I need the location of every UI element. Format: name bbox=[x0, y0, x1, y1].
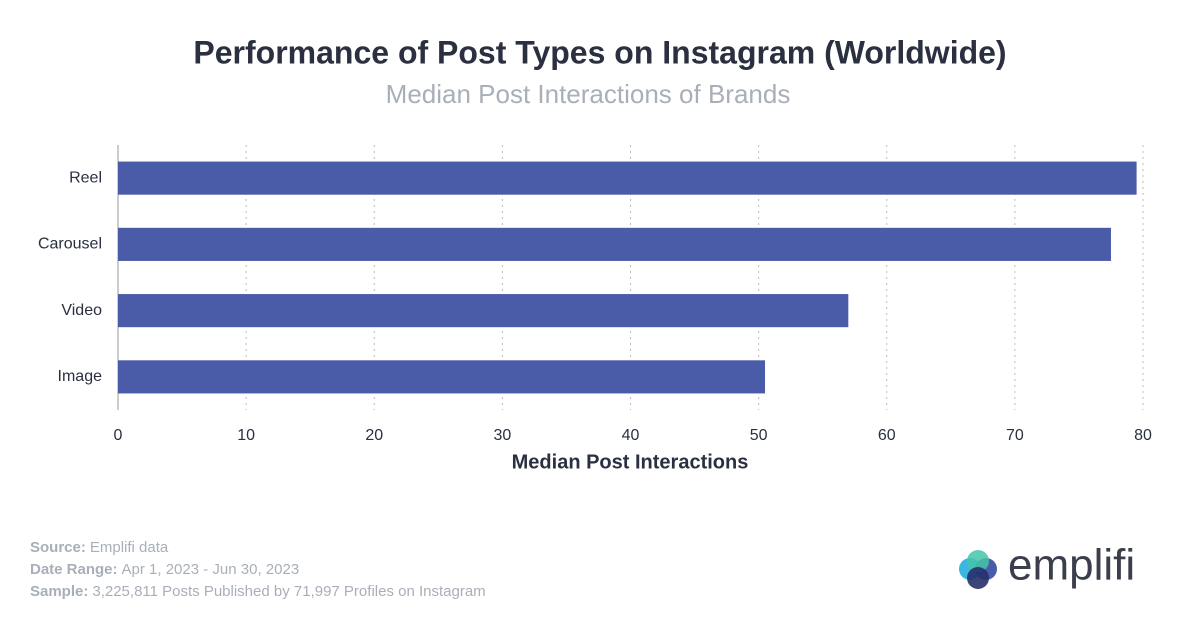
y-tick-label: Carousel bbox=[38, 236, 102, 253]
bar bbox=[118, 161, 1137, 195]
x-tick-label: 70 bbox=[1006, 427, 1024, 444]
footer-line: Date Range: Apr 1, 2023 - Jun 30, 2023 bbox=[30, 561, 299, 578]
logo-text: emplifi bbox=[1008, 541, 1135, 590]
footer-line: Source: Emplifi data bbox=[30, 539, 169, 556]
chart-subtitle: Median Post Interactions of Brands bbox=[386, 79, 791, 109]
logo-icon bbox=[967, 550, 989, 572]
y-tick-label: Video bbox=[61, 302, 102, 319]
footer-text: Apr 1, 2023 - Jun 30, 2023 bbox=[122, 561, 300, 578]
footer-label: Date Range: bbox=[30, 561, 118, 578]
x-axis-label: Median Post Interactions bbox=[512, 451, 749, 473]
footer-label: Sample: bbox=[30, 583, 88, 600]
x-tick-label: 50 bbox=[750, 427, 768, 444]
bar bbox=[118, 227, 1111, 261]
x-tick-label: 30 bbox=[493, 427, 511, 444]
y-tick-label: Image bbox=[58, 368, 103, 385]
x-tick-label: 80 bbox=[1134, 427, 1152, 444]
footer-text: 3,225,811 Posts Published by 71,997 Prof… bbox=[92, 583, 485, 600]
y-tick-label: Reel bbox=[69, 169, 102, 186]
footer-line: Sample: 3,225,811 Posts Published by 71,9… bbox=[30, 583, 486, 600]
footer-text: Emplifi data bbox=[90, 539, 169, 556]
bar bbox=[118, 360, 766, 394]
chart-title: Performance of Post Types on Instagram (… bbox=[193, 34, 1006, 70]
x-tick-label: 20 bbox=[365, 427, 383, 444]
bar bbox=[118, 294, 849, 328]
logo: emplifi bbox=[959, 541, 1135, 590]
x-tick-label: 60 bbox=[878, 427, 896, 444]
footer-label: Source: bbox=[30, 539, 86, 556]
logo-icon bbox=[967, 567, 989, 589]
x-tick-label: 40 bbox=[622, 427, 640, 444]
x-tick-label: 0 bbox=[114, 427, 123, 444]
x-tick-label: 10 bbox=[237, 427, 255, 444]
